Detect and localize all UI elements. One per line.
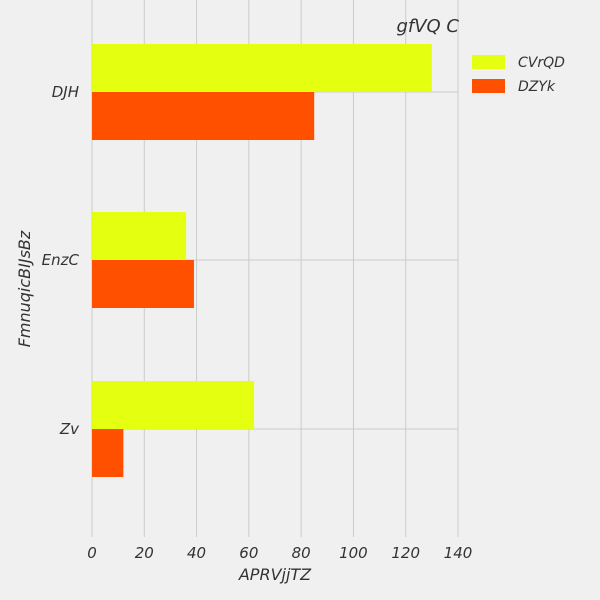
y-tick-label-0: DJH [52,83,79,101]
legend-swatch-0 [472,55,505,69]
y-tick-label-2: Zv [59,420,80,438]
x-tick-label-7: 140 [444,544,473,562]
x-tick-label-5: 100 [339,544,368,562]
x-tick-label-4: 80 [292,544,311,562]
y-tick-label-1: EnzC [42,251,80,269]
bar-CVrQD-DJH [92,44,432,92]
bars-layer [92,44,432,477]
x-tick-label-2: 40 [187,544,206,562]
x-tick-label-3: 60 [239,544,258,562]
x-tick-label-1: 20 [135,544,154,562]
x-tick-label-0: 0 [87,544,97,562]
ticks-layer: 0 20 40 60 80 100 120 140 DJH EnzC Zv [42,83,473,562]
bar-DZYk-DJH [92,92,315,140]
legend-label-1: DZYk [518,79,556,95]
chart-title: gfVQ C [396,16,459,37]
bar-DZYk-EnzC [92,260,194,308]
x-axis-label: APRVjjTZ [238,565,312,584]
y-axis-label: FmnuqicBIJsBz [15,230,34,347]
bar-CVrQD-EnzC [92,212,187,260]
legend: CVrQD DZYk [472,55,565,95]
legend-label-0: CVrQD [518,55,565,71]
x-tick-label-6: 120 [391,544,420,562]
bar-DZYk-Zv [92,429,124,477]
bar-CVrQD-Zv [92,381,255,429]
legend-swatch-1 [472,79,505,93]
